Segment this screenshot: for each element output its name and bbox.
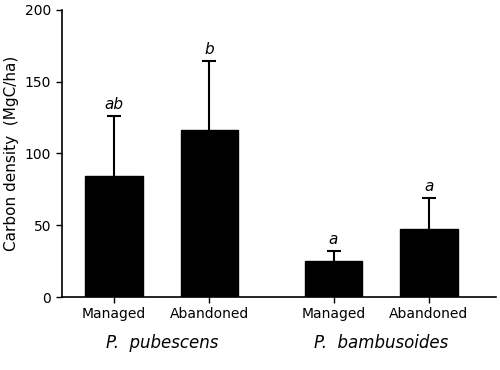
Bar bbox=[181, 130, 238, 297]
Text: P.  bambusoides: P. bambusoides bbox=[314, 334, 448, 352]
Bar bbox=[86, 176, 142, 297]
Text: a: a bbox=[424, 179, 434, 194]
Bar bbox=[305, 261, 362, 297]
Bar bbox=[400, 229, 458, 297]
Text: ab: ab bbox=[104, 97, 124, 112]
Text: a: a bbox=[329, 232, 338, 247]
Text: P.  pubescens: P. pubescens bbox=[106, 334, 218, 352]
Y-axis label: Carbon density  (MgC/ha): Carbon density (MgC/ha) bbox=[4, 56, 19, 251]
Text: b: b bbox=[204, 42, 214, 57]
